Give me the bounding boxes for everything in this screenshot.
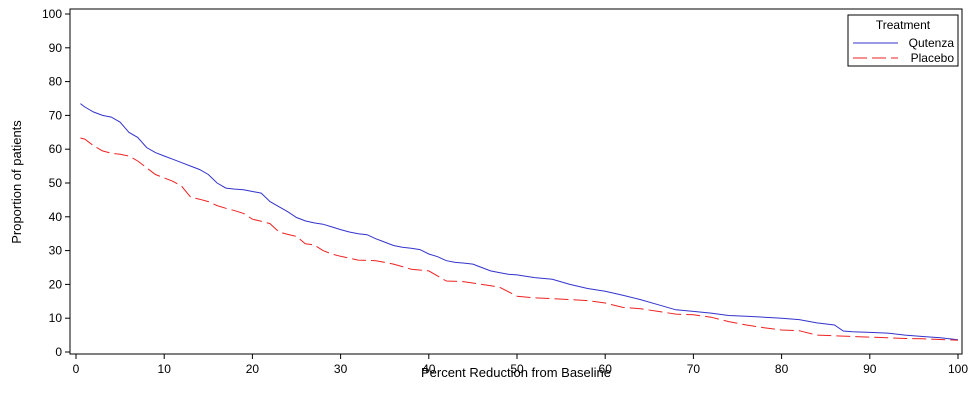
legend-label-qutenza: Qutenza <box>909 36 955 50</box>
legend-title: Treatment <box>876 18 931 32</box>
series-line-qutenza <box>80 103 959 341</box>
x-tick-label: 0 <box>73 362 80 376</box>
y-tick-label: 20 <box>49 277 63 291</box>
y-tick-label: 60 <box>49 142 63 156</box>
series-lines <box>80 103 959 341</box>
y-tick-label: 40 <box>49 210 63 224</box>
y-tick-label: 10 <box>49 311 63 325</box>
x-tick-label: 90 <box>863 362 877 376</box>
series-line-placebo <box>80 137 959 341</box>
y-tick-label: 50 <box>49 176 63 190</box>
x-tick-label: 80 <box>775 362 789 376</box>
x-tick-label: 10 <box>158 362 172 376</box>
legend: Treatment Qutenza Placebo <box>847 14 959 67</box>
x-tick-label: 20 <box>246 362 260 376</box>
y-tick-label: 90 <box>49 41 63 55</box>
x-axis: 0 10 20 30 40 50 60 70 80 90 100 <box>73 354 968 376</box>
legend-label-placebo: Placebo <box>911 51 955 65</box>
y-axis-title: Proportion of patients <box>9 120 24 244</box>
x-axis-title: Percent Reduction from Baseline <box>421 365 611 380</box>
y-tick-label: 100 <box>42 7 62 21</box>
y-axis: 0 10 20 30 40 50 60 70 80 90 100 <box>42 7 70 359</box>
x-tick-label: 50 <box>510 362 524 376</box>
y-tick-label: 70 <box>49 108 63 122</box>
x-tick-label: 30 <box>334 362 348 376</box>
x-tick-label: 70 <box>687 362 701 376</box>
y-tick-label: 30 <box>49 244 63 258</box>
x-tick-label: 100 <box>948 362 968 376</box>
x-tick-label: 40 <box>422 362 436 376</box>
y-tick-label: 0 <box>55 345 62 359</box>
plot-frame <box>69 8 963 355</box>
y-tick-label: 80 <box>49 75 63 89</box>
x-tick-label: 60 <box>599 362 613 376</box>
